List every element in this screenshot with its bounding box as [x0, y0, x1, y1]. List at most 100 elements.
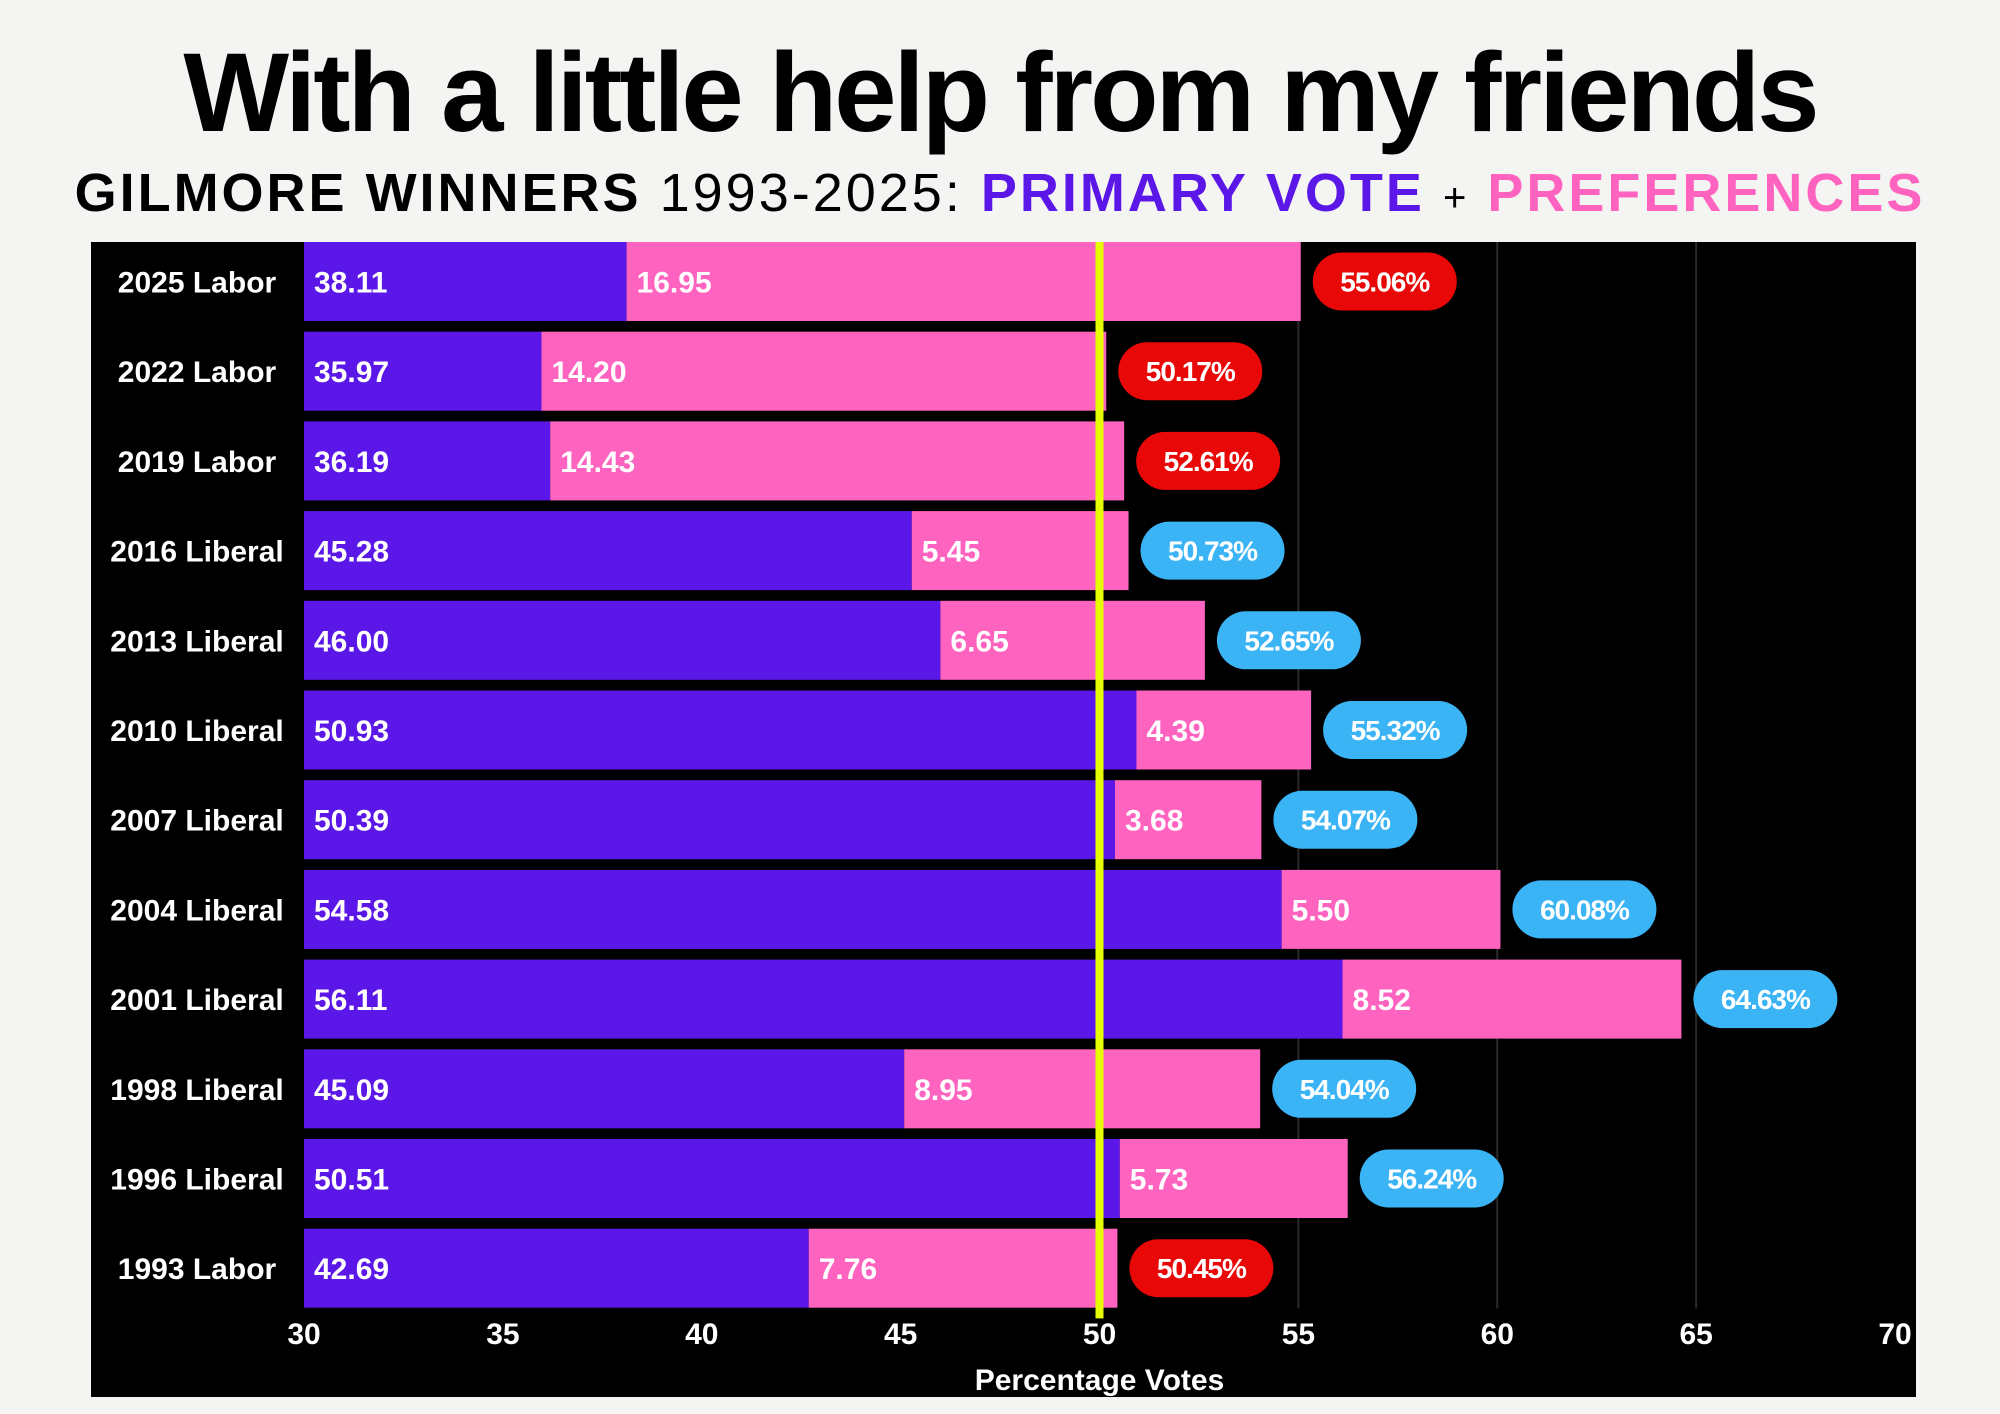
total-badge — [1323, 701, 1468, 759]
x-tick-label: 60 — [1481, 1318, 1514, 1351]
total-badge-label: 50.17% — [1146, 356, 1236, 387]
x-tick-label: 40 — [685, 1318, 718, 1351]
row-label: 2025 Labor — [118, 267, 277, 300]
total-badge-label: 50.73% — [1168, 536, 1258, 567]
total-badge-label: 64.63% — [1721, 984, 1811, 1015]
preferences-value-label: 5.50 — [1292, 894, 1350, 927]
preferences-value-label: 14.20 — [551, 356, 626, 389]
chart-subtitle: GILMORE WINNERS 1993-2025: PRIMARY VOTE … — [0, 160, 2000, 231]
bar-primary — [304, 511, 912, 591]
bar-primary — [304, 1228, 809, 1308]
preferences-value-label: 14.43 — [560, 446, 635, 479]
chart-area: 30 35 40 45 50 55 60 65 70 Percentage Votes 2025 L… — [91, 242, 1916, 1397]
total-badge — [1136, 431, 1281, 490]
primary-value-label: 54.58 — [314, 894, 389, 927]
row-label: 2010 Liberal — [110, 715, 283, 748]
row-label: 2013 Liberal — [110, 625, 283, 658]
bar-primary — [304, 600, 941, 680]
bar-preferences — [1115, 780, 1262, 860]
total-badge-label: 55.06% — [1340, 267, 1430, 298]
preferences-value-label: 3.68 — [1125, 805, 1183, 838]
row-label: 2007 Liberal — [110, 805, 283, 838]
x-tick-label: 45 — [884, 1318, 917, 1351]
majority-line — [1095, 242, 1104, 1319]
bar-primary — [304, 959, 1343, 1039]
primary-value-label: 42.69 — [314, 1253, 389, 1286]
row-label: 2001 Liberal — [110, 984, 283, 1017]
primary-value-label: 46.00 — [314, 625, 389, 658]
bar-preferences — [550, 421, 1125, 501]
row-label: 1996 Liberal — [110, 1164, 283, 1197]
primary-value-label: 36.19 — [314, 446, 389, 479]
total-badge-label: 52.61% — [1164, 446, 1254, 477]
total-badge-label: 60.08% — [1540, 894, 1630, 925]
chart-title: With a little help from my friends — [183, 30, 1819, 155]
row-label: 2016 Liberal — [110, 536, 283, 569]
total-badge-label: 54.07% — [1301, 805, 1391, 836]
preferences-value-label: 7.76 — [819, 1253, 877, 1286]
primary-value-label: 38.11 — [314, 267, 387, 300]
preferences-value-label: 8.95 — [914, 1074, 972, 1107]
row-label: 2004 Liberal — [110, 894, 283, 927]
bar-preferences — [1281, 869, 1501, 949]
total-badge — [1512, 880, 1657, 939]
x-tick-label: 35 — [486, 1318, 519, 1351]
preferences-value-label: 16.95 — [637, 267, 712, 300]
total-badge-label: 56.24% — [1387, 1164, 1477, 1195]
bar-primary — [304, 1139, 1120, 1218]
total-badge — [1216, 611, 1361, 670]
row-label: 2019 Labor — [118, 446, 277, 479]
primary-value-label: 50.39 — [314, 805, 389, 838]
x-tick-label: 70 — [1878, 1318, 1911, 1351]
bar-primary — [304, 690, 1137, 770]
total-badge — [1693, 970, 1838, 1029]
row-label: 1998 Liberal — [110, 1074, 283, 1107]
bar-preferences — [940, 600, 1205, 680]
bar-preferences — [808, 1228, 1118, 1308]
total-badge — [1273, 790, 1418, 849]
row-label: 1993 Labor — [118, 1253, 277, 1286]
bar-preferences — [904, 1049, 1261, 1129]
primary-value-label: 35.97 — [314, 356, 389, 389]
subtitle-gilmore: GILMORE WINNERS — [74, 163, 642, 223]
total-badge-label: 54.04% — [1300, 1074, 1390, 1105]
primary-value-label: 56.11 — [314, 984, 387, 1017]
total-badge — [1118, 342, 1263, 401]
total-badge — [1129, 1239, 1274, 1298]
primary-value-label: 45.09 — [314, 1074, 389, 1107]
primary-value-label: 50.93 — [314, 715, 389, 748]
bar-primary — [304, 242, 627, 321]
total-badge — [1272, 1059, 1417, 1118]
x-axis-label: Percentage Votes — [975, 1364, 1225, 1397]
x-tick-label: 55 — [1282, 1318, 1315, 1351]
total-badge-label: 52.65% — [1244, 625, 1334, 656]
preferences-value-label: 5.73 — [1130, 1164, 1188, 1197]
row-label: 2022 Labor — [118, 356, 277, 389]
legend-primary-vote: PRIMARY VOTE — [980, 163, 1425, 223]
bar-preferences — [1342, 959, 1682, 1039]
bar-primary — [304, 331, 542, 411]
primary-value-label: 45.28 — [314, 536, 389, 569]
total-badge — [1140, 521, 1285, 580]
bar-preferences — [911, 511, 1129, 591]
x-tick-label: 30 — [287, 1318, 320, 1351]
bar-primary — [304, 780, 1116, 860]
total-badge — [1312, 252, 1457, 311]
preferences-value-label: 6.65 — [950, 625, 1008, 658]
bar-primary — [304, 869, 1282, 949]
preferences-value-label: 5.45 — [922, 536, 980, 569]
preferences-value-label: 4.39 — [1146, 715, 1204, 748]
total-badge-label: 55.32% — [1351, 715, 1441, 746]
x-tick-label: 50 — [1083, 1318, 1116, 1351]
total-badge-label: 50.45% — [1157, 1253, 1247, 1284]
x-tick-label: 65 — [1679, 1318, 1712, 1351]
bar-chart: 30 35 40 45 50 55 60 65 70 Percentage Votes 2025 L… — [110, 242, 1912, 1397]
subtitle-years: 1993-2025: — [659, 163, 963, 223]
bar-primary — [304, 1049, 905, 1129]
bar-primary — [304, 421, 551, 501]
bar-preferences — [541, 331, 1107, 411]
primary-value-label: 50.51 — [314, 1164, 389, 1197]
bar-preferences — [1136, 690, 1312, 770]
bar-preferences — [626, 242, 1301, 321]
legend-preferences: PREFERENCES — [1487, 163, 1926, 223]
